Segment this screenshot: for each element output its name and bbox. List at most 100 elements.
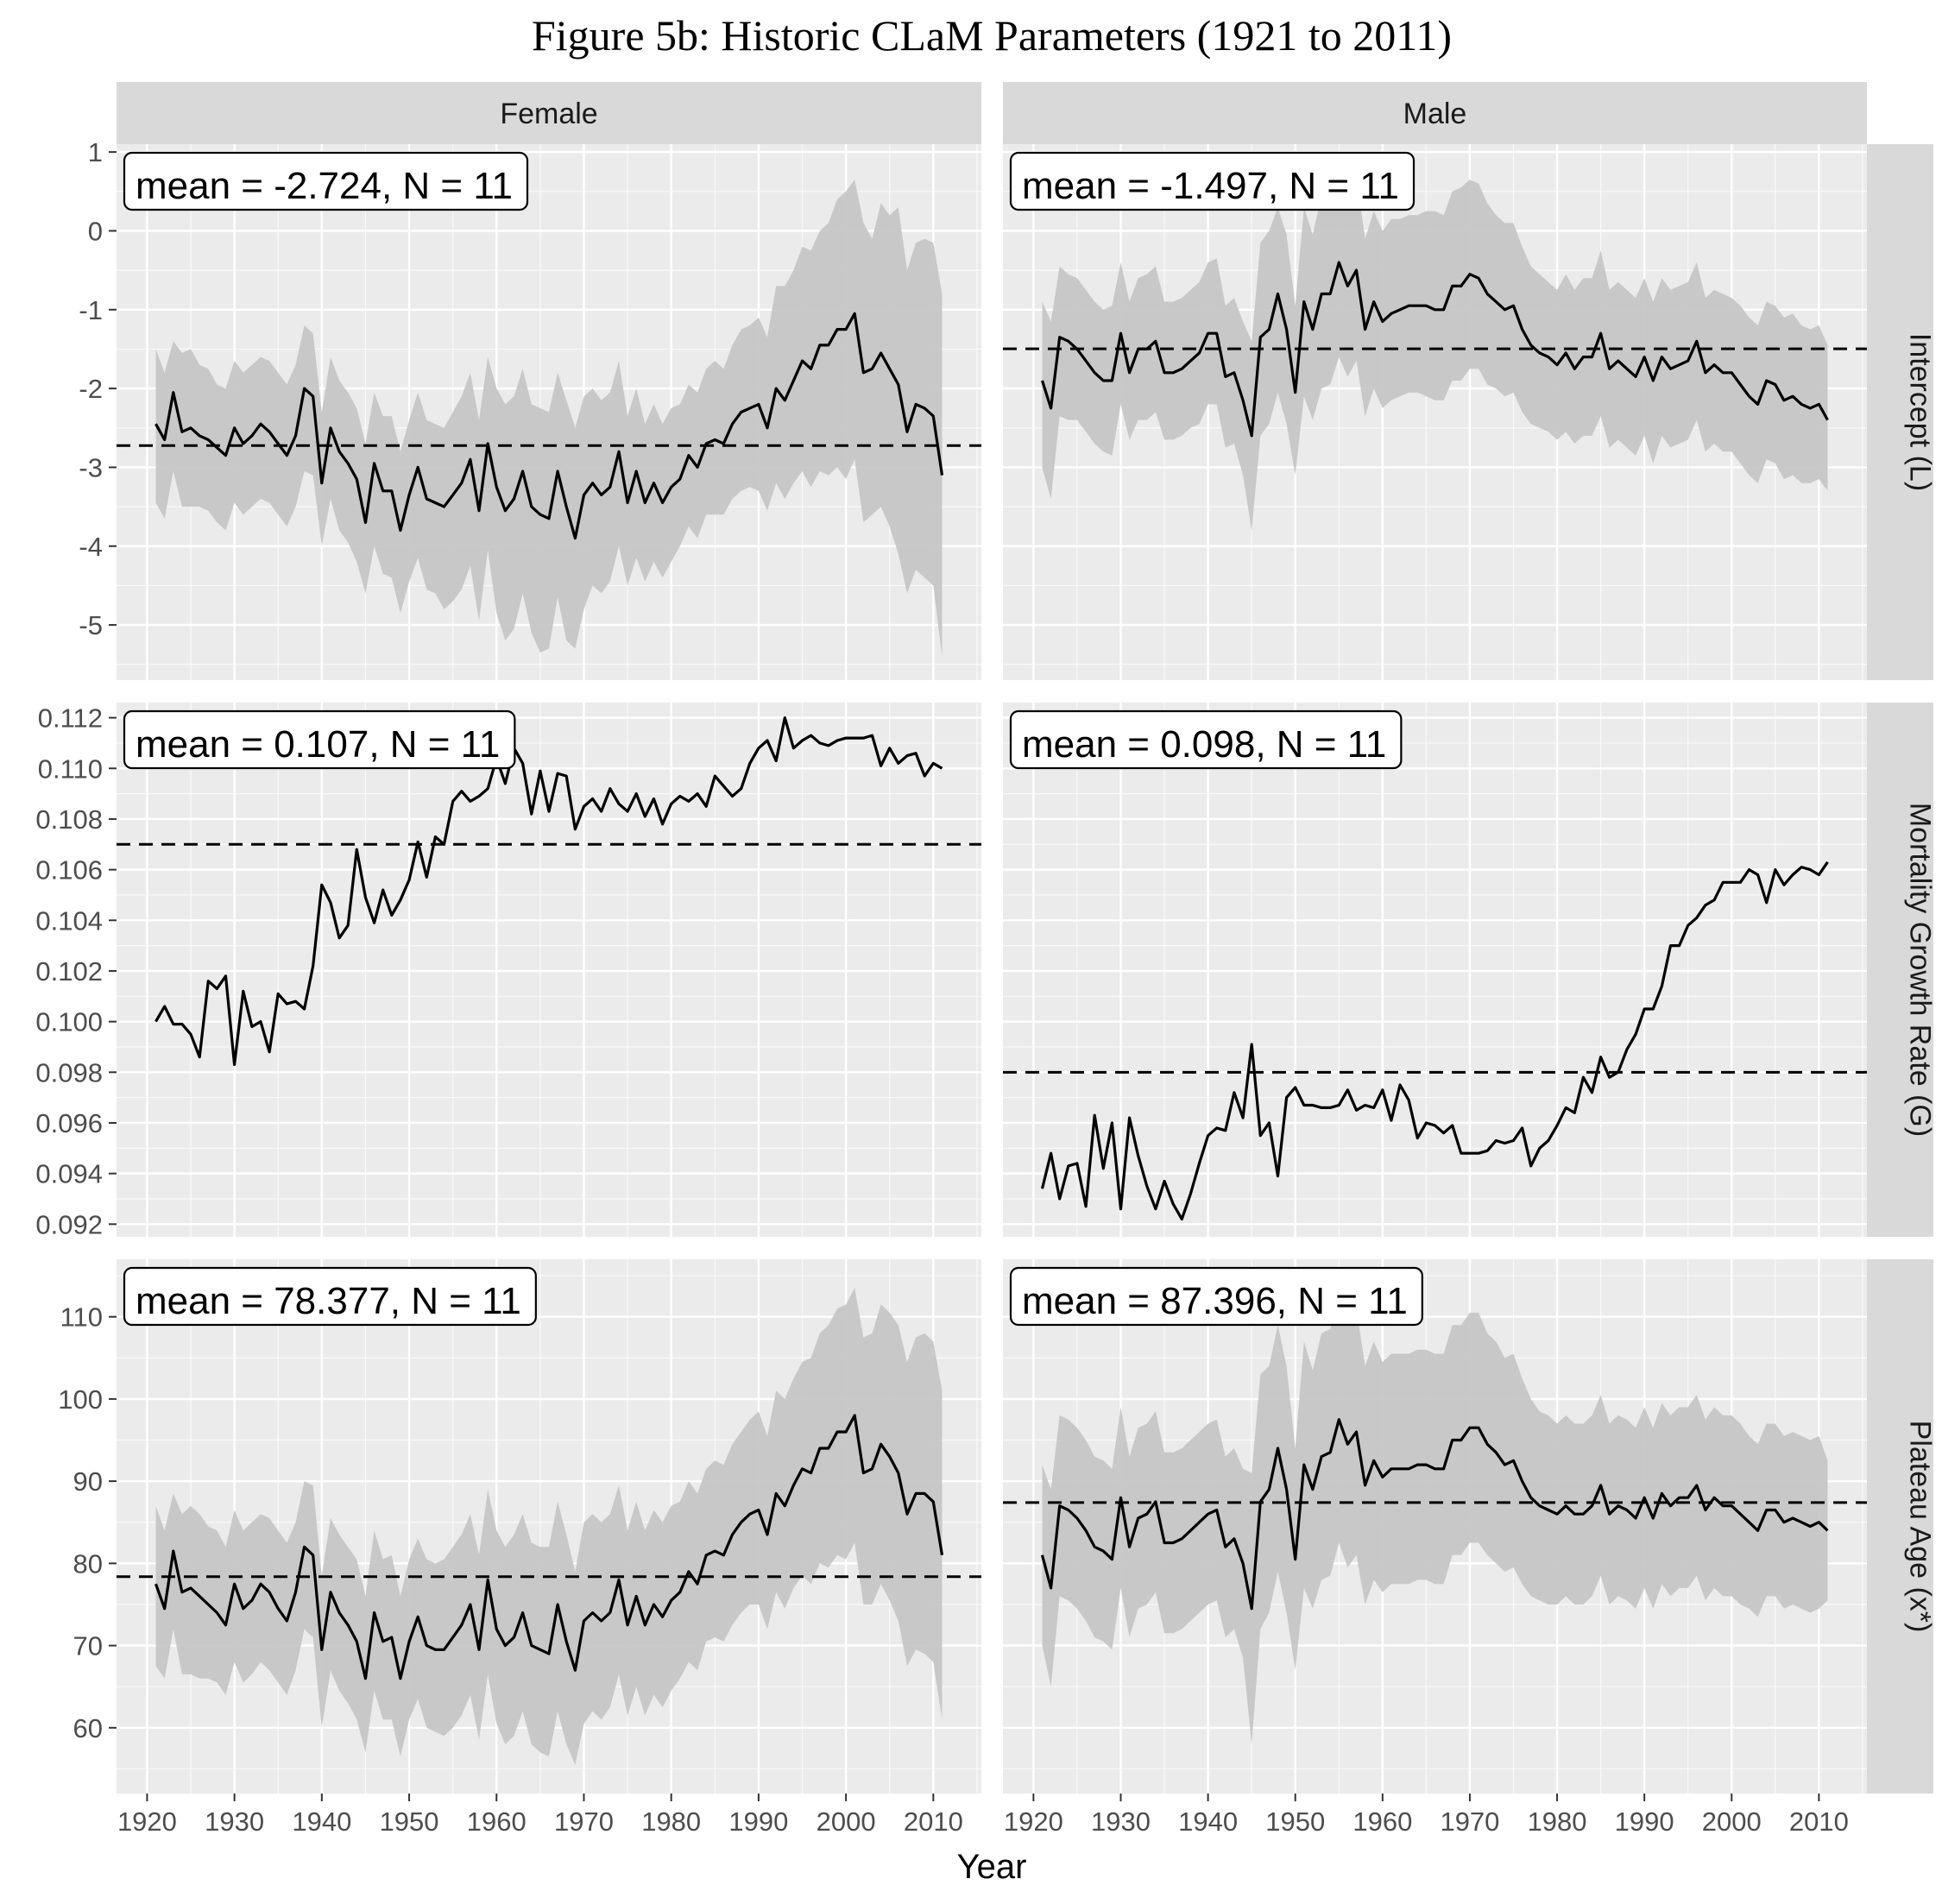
x-tick-label: 1990 [728,1806,788,1837]
facet-label-row-0: Intercept (L) [1904,333,1937,491]
mean-label-box [1009,709,1403,770]
y-tick-label: 0.098 [35,1057,103,1088]
series-line [1040,1418,1829,1611]
confidence-ribbon [155,1288,943,1765]
x-tick-label: 1930 [1091,1806,1151,1837]
y-tick-label: 0.108 [35,804,103,835]
confidence-ribbon [1042,1300,1828,1744]
y-tick-label: -4 [79,532,103,562]
facet-strip-female [117,82,981,144]
mean-label-box [1009,1266,1423,1327]
series-line [154,312,944,540]
y-tick-label: 110 [60,1302,103,1333]
x-tick-label: 1940 [292,1806,351,1837]
y-tick-label: 70 [73,1631,103,1661]
panel-plot-area [117,180,981,657]
x-axes: 1920 1930 1940 1950 1960 1970 1980 1990 2000 2010… [117,1794,1849,1837]
x-tick-label: 1930 [205,1806,264,1837]
series-line [1040,861,1829,1221]
facet-strip-row-1 [1867,703,1933,1237]
series-line [1040,261,1829,438]
mean-label-box [1009,151,1416,211]
x-tick-label: 1990 [1615,1806,1674,1837]
x-tick-label: 1970 [1440,1806,1499,1837]
confidence-ribbon [155,180,943,657]
x-tick-label: 1950 [380,1806,439,1837]
y-tick-label: 60 [73,1713,103,1743]
facet-label-row-2: Plateau Age (x*) [1904,1421,1937,1633]
y-tick-label: 90 [73,1466,103,1497]
mean-annotation: mean = -2.724, N = 11 [123,151,529,211]
x-tick-label: 1960 [1352,1806,1412,1837]
panel-plot-area [1003,175,1867,531]
x-tick-label: 2000 [817,1806,876,1837]
x-tick-label: 2000 [1702,1806,1762,1837]
panel-plot-area [1003,861,1867,1221]
panel-plot-area [1003,1300,1867,1744]
x-tick-label: 1920 [117,1806,177,1837]
y-tick-label: 0.104 [35,905,103,936]
panel-male-row-0: mean = -1.497, N = 11 [1003,144,1867,680]
y-tick-label: 0.106 [35,855,103,886]
facet-strip-male [1003,82,1867,144]
panel-female-row-0: mean = -2.724, N = 11 [117,144,981,680]
facet-label-female: Female [500,98,597,130]
mean-annotation: mean = -1.497, N = 11 [1009,151,1416,211]
mean-label: mean = 87.396, N = 11 [1022,1280,1408,1322]
figure-title: Figure 5b: Historic CLaM Parameters (192… [532,11,1452,60]
x-tick-label: 1980 [641,1806,701,1837]
x-tick-label: 2010 [904,1806,963,1837]
facet-strip-row-2 [1867,1259,1933,1794]
series-line [154,716,943,1067]
panel-female-row-2: mean = 78.377, N = 11 [117,1259,981,1794]
x-axis-title: Year [957,1848,1027,1886]
y-tick-label: -5 [79,610,103,640]
panel-female-row-1: mean = 0.107, N = 11 [117,703,981,1237]
mean-annotation: mean = 87.396, N = 11 [1009,1266,1423,1327]
x-tick-label: 1950 [1265,1806,1325,1837]
y-tick-label: 0.102 [35,956,103,987]
mean-label-box [123,709,516,770]
facet-label-row-1: Mortality Growth Rate (G) [1904,803,1937,1137]
mean-label-box [123,1266,537,1327]
y-tick-label: 0.094 [35,1159,103,1189]
panel-male-row-2: mean = 87.396, N = 11 [1003,1259,1867,1794]
facet-strip-row-0 [1867,144,1933,680]
y-tick-label: -1 [79,295,103,325]
y-tick-label: 0.092 [35,1209,103,1239]
y-tick-label: 0.110 [38,753,103,784]
y-tick-label: -3 [79,452,103,482]
panel-background [117,703,981,1237]
y-tick-label: -2 [79,374,103,404]
panel-plot-area [117,1288,981,1765]
x-tick-label: 1920 [1004,1806,1063,1837]
panel-male-row-1: mean = 0.098, N = 11 [1003,703,1867,1237]
mean-label: mean = -2.724, N = 11 [136,165,513,207]
y-tick-label: 0 [88,216,103,246]
y-tick-label: 0.100 [35,1007,103,1037]
panel-grid: Female Male Intercept (L) Mortality Growth … [35,82,1937,1794]
mean-label: mean = 0.107, N = 11 [136,723,500,766]
facet-label-male: Male [1403,98,1467,130]
y-tick-label: 0.112 [38,703,103,734]
confidence-ribbon [1042,175,1828,531]
mean-label: mean = -1.497, N = 11 [1022,165,1399,207]
mean-annotation: mean = 78.377, N = 11 [123,1266,537,1327]
mean-annotation: mean = 0.107, N = 11 [123,709,516,770]
y-tick-label: 0.096 [35,1108,103,1138]
y-tick-label: 100 [58,1384,103,1415]
x-tick-label: 1940 [1178,1806,1238,1837]
mean-label: mean = 78.377, N = 11 [136,1280,521,1322]
x-tick-label: 1970 [554,1806,614,1837]
x-tick-label: 2010 [1789,1806,1849,1837]
x-tick-label: 1980 [1528,1806,1587,1837]
mean-label: mean = 0.098, N = 11 [1022,723,1386,766]
y-tick-label: 1 [88,137,103,167]
mean-annotation: mean = 0.098, N = 11 [1009,709,1403,770]
panel-background [1003,703,1867,1237]
series-line [154,1414,944,1680]
panel-plot-area [117,716,981,1067]
x-tick-label: 1960 [467,1806,526,1837]
y-tick-label: 80 [73,1548,103,1579]
